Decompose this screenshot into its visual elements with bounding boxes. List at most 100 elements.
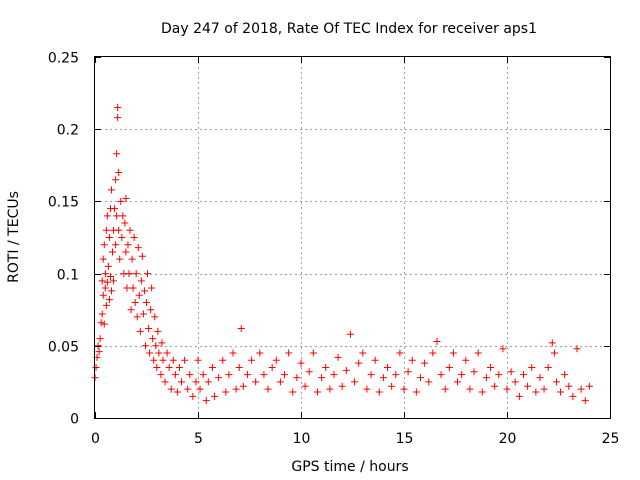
data-point [470, 368, 478, 376]
data-point [458, 371, 466, 379]
y-tick-label: 0 [70, 412, 79, 428]
data-point [100, 320, 108, 328]
data-point [392, 371, 400, 379]
data-point [109, 248, 117, 256]
data-point [581, 397, 589, 405]
data-point [367, 371, 375, 379]
data-point [557, 388, 565, 396]
y-tick-label: 0.2 [57, 123, 79, 139]
data-point [289, 388, 297, 396]
data-point [133, 313, 141, 321]
data-point [276, 378, 284, 386]
data-point [122, 195, 130, 203]
data-point [499, 345, 507, 353]
data-point [204, 378, 212, 386]
data-point [511, 378, 519, 386]
data-point [137, 277, 145, 285]
data-point [123, 284, 131, 292]
data-point [141, 342, 149, 350]
data-point [264, 385, 272, 393]
data-point [425, 378, 433, 386]
data-point [408, 356, 416, 364]
data-point [416, 374, 424, 382]
data-point [338, 382, 346, 390]
data-point [208, 363, 216, 371]
data-point [503, 385, 511, 393]
data-point [118, 234, 126, 241]
data-point [117, 197, 125, 205]
data-point [169, 356, 177, 364]
data-point [297, 359, 305, 367]
data-point [161, 378, 169, 386]
data-point [145, 324, 153, 332]
data-point [113, 212, 121, 220]
data-point [544, 363, 552, 371]
data-point [569, 392, 577, 400]
data-point [285, 349, 293, 357]
data-point [519, 371, 527, 379]
data-point [154, 327, 162, 335]
data-point [466, 385, 474, 393]
data-point [573, 345, 581, 353]
data-point [157, 371, 165, 379]
data-point [215, 374, 223, 382]
data-point [167, 385, 175, 393]
data-point [219, 356, 227, 364]
data-point [178, 378, 186, 386]
data-point [301, 382, 309, 390]
data-point [256, 349, 264, 357]
data-point [119, 212, 127, 220]
data-point [379, 374, 387, 382]
data-point [163, 349, 171, 357]
data-point [318, 374, 326, 382]
data-point [102, 301, 110, 309]
data-point [565, 382, 573, 390]
data-point [127, 306, 135, 314]
data-point [342, 366, 350, 374]
data-point [524, 382, 532, 390]
chart-title: Day 247 of 2018, Rate Of TEC Index for r… [161, 21, 537, 37]
data-point [152, 342, 160, 350]
data-point [129, 284, 137, 292]
data-point [106, 272, 114, 280]
data-point [171, 371, 179, 379]
data-point [550, 349, 558, 357]
data-point [159, 356, 167, 364]
data-point [478, 388, 486, 396]
data-point [313, 388, 321, 396]
data-point [149, 335, 157, 343]
data-point [243, 371, 251, 379]
data-point [192, 378, 200, 386]
data-point [189, 392, 197, 400]
data-point [143, 298, 150, 306]
data-point [507, 368, 515, 376]
data-point [548, 339, 556, 347]
data-point [232, 385, 240, 393]
data-point [99, 255, 107, 263]
data-point [351, 378, 359, 386]
data-point [111, 205, 119, 213]
x-tick-label: 5 [194, 431, 203, 447]
data-point [194, 356, 202, 364]
data-point [150, 356, 158, 364]
x-axis-label: GPS time / hours [291, 459, 408, 475]
data-point [105, 296, 113, 304]
data-point [125, 270, 133, 278]
data-point [355, 359, 363, 367]
data-point [115, 226, 123, 234]
data-point [107, 186, 115, 194]
data-point [237, 324, 245, 332]
data-point [585, 382, 593, 390]
data-point [272, 356, 280, 364]
data-point [94, 342, 102, 350]
data-point [235, 363, 243, 371]
data-point [239, 382, 247, 390]
axes: 0 5 10 15 20 25 0 0.05 0.1 0.15 0.2 0.25 [48, 51, 620, 448]
data-point [293, 374, 301, 382]
points [91, 104, 593, 405]
data-point [126, 226, 134, 234]
x-tick-label: 20 [499, 431, 517, 447]
data-point [101, 270, 109, 278]
data-point [346, 330, 354, 338]
